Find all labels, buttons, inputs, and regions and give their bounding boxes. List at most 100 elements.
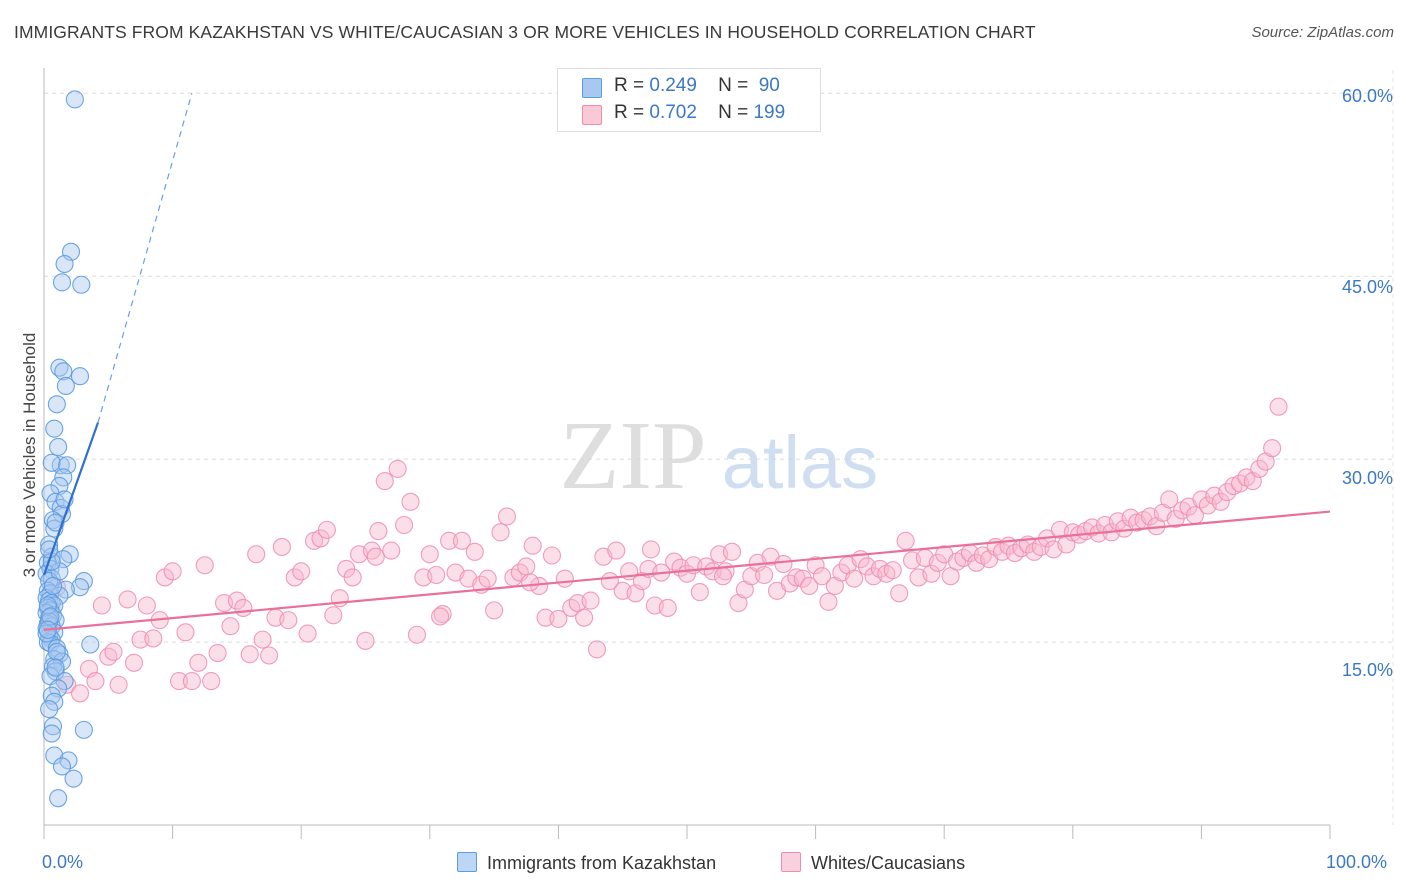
data-point-whites xyxy=(395,515,414,535)
data-point-whites xyxy=(800,576,819,596)
data-point-whites xyxy=(144,629,163,648)
data-point-whites xyxy=(92,596,111,615)
watermark-atlas: atlas xyxy=(722,421,878,504)
data-point-whites xyxy=(189,653,208,672)
data-point-kazakhstan xyxy=(49,679,68,698)
data-point-whites xyxy=(118,590,137,609)
data-point-whites xyxy=(607,541,626,560)
data-point-kazakhstan xyxy=(41,607,60,626)
trend-line-whites xyxy=(43,510,1331,631)
data-point-kazakhstan xyxy=(70,367,90,386)
data-point-whites xyxy=(1211,492,1230,511)
trend-line-kazakhstan-extension xyxy=(97,93,193,423)
data-point-whites xyxy=(195,556,214,575)
data-point-kazakhstan xyxy=(46,658,65,677)
data-point-whites xyxy=(431,607,450,626)
data-point-kazakhstan xyxy=(40,700,59,719)
data-point-whites xyxy=(104,642,123,661)
data-point-whites xyxy=(247,545,266,564)
legend-r-value-pink: 0.702 xyxy=(649,102,697,123)
data-point-whites xyxy=(491,523,510,542)
data-point-whites xyxy=(819,592,838,611)
series-legend-swatch-pink xyxy=(781,852,801,872)
trend-line-kazakhstan xyxy=(42,422,100,576)
data-point-whites xyxy=(227,591,246,610)
data-point-whites xyxy=(401,492,420,511)
legend-swatch-blue xyxy=(582,78,602,98)
y-axis-label: 3 or more Vehicles in Household xyxy=(20,332,39,578)
data-point-whites xyxy=(176,623,195,642)
data-point-whites xyxy=(1250,459,1269,478)
data-point-kazakhstan xyxy=(56,376,75,396)
data-point-whites xyxy=(658,598,677,617)
data-point-whites xyxy=(517,557,536,576)
data-point-whites xyxy=(259,646,279,665)
data-point-whites xyxy=(163,562,182,581)
series-whites-caucasians xyxy=(47,397,1288,703)
data-point-whites xyxy=(713,567,733,586)
data-point-whites xyxy=(641,540,661,559)
data-point-kazakhstan xyxy=(54,468,73,487)
data-point-whites xyxy=(240,645,259,664)
data-point-whites xyxy=(774,554,793,574)
watermark-zip: ZIP xyxy=(560,402,707,510)
data-point-kazakhstan xyxy=(64,769,83,788)
x-tick-label-0: 0.0% xyxy=(42,852,84,872)
series-legend-label-whites: Whites/Caucasians xyxy=(811,853,966,873)
data-point-whites xyxy=(523,536,542,555)
data-point-whites xyxy=(375,472,394,491)
y-tick-label-30: 30.0% xyxy=(1341,468,1393,488)
data-point-whites xyxy=(536,608,555,627)
data-point-whites xyxy=(1160,490,1179,509)
data-point-whites xyxy=(221,617,240,636)
data-point-kazakhstan xyxy=(46,513,65,532)
data-point-whites xyxy=(407,625,426,644)
data-point-whites xyxy=(137,596,156,615)
data-point-whites xyxy=(234,598,253,617)
data-point-whites xyxy=(690,583,709,602)
data-point-kazakhstan xyxy=(52,273,72,292)
data-point-kazakhstan xyxy=(54,362,73,381)
legend-n-label: N = xyxy=(718,75,749,96)
data-point-kazakhstan xyxy=(45,419,64,438)
data-point-whites xyxy=(812,567,832,586)
chart-title: IMMIGRANTS FROM KAZAKHSTAN VS WHITE/CAUC… xyxy=(14,22,1036,42)
data-point-kazakhstan xyxy=(74,720,93,739)
trend-lines xyxy=(42,93,1331,631)
data-point-whites xyxy=(581,591,600,610)
axes xyxy=(43,68,1331,839)
data-point-kazakhstan xyxy=(55,672,74,691)
legend-swatch-pink xyxy=(582,105,602,125)
legend-n-label: N = xyxy=(718,102,749,123)
data-point-whites xyxy=(382,541,401,560)
legend-n-value-blue: 90 xyxy=(758,75,780,96)
data-point-kazakhstan xyxy=(49,789,68,808)
data-point-whites xyxy=(99,647,118,666)
data-point-kazakhstan xyxy=(38,596,57,615)
data-point-whites xyxy=(433,604,452,624)
series-kazakhstan xyxy=(37,90,100,808)
y-tick-label-45: 45.0% xyxy=(1341,277,1393,297)
data-point-kazakhstan xyxy=(43,717,63,736)
data-point-kazakhstan xyxy=(47,642,66,661)
data-point-whites xyxy=(440,531,459,550)
source-note: Source: ZipAtlas.com xyxy=(1251,24,1394,41)
data-point-kazakhstan xyxy=(70,578,90,597)
data-point-whites xyxy=(806,556,825,575)
data-point-whites xyxy=(755,565,774,585)
data-point-whites xyxy=(722,542,742,561)
data-point-whites xyxy=(521,573,540,592)
data-point-kazakhstan xyxy=(52,757,72,776)
data-point-whites xyxy=(356,631,375,650)
data-point-whites xyxy=(1269,397,1288,416)
data-point-whites xyxy=(485,601,504,620)
data-point-whites xyxy=(343,568,362,587)
data-point-kazakhstan xyxy=(42,453,61,472)
data-point-whites xyxy=(86,672,105,691)
data-point-whites xyxy=(324,606,343,625)
x-tick-label-100: 100.0% xyxy=(1326,852,1388,872)
series-legend-kazakhstan: Immigrants from Kazakhstan xyxy=(457,852,716,874)
data-point-whites xyxy=(587,640,607,659)
data-point-kazakhstan xyxy=(55,254,74,274)
